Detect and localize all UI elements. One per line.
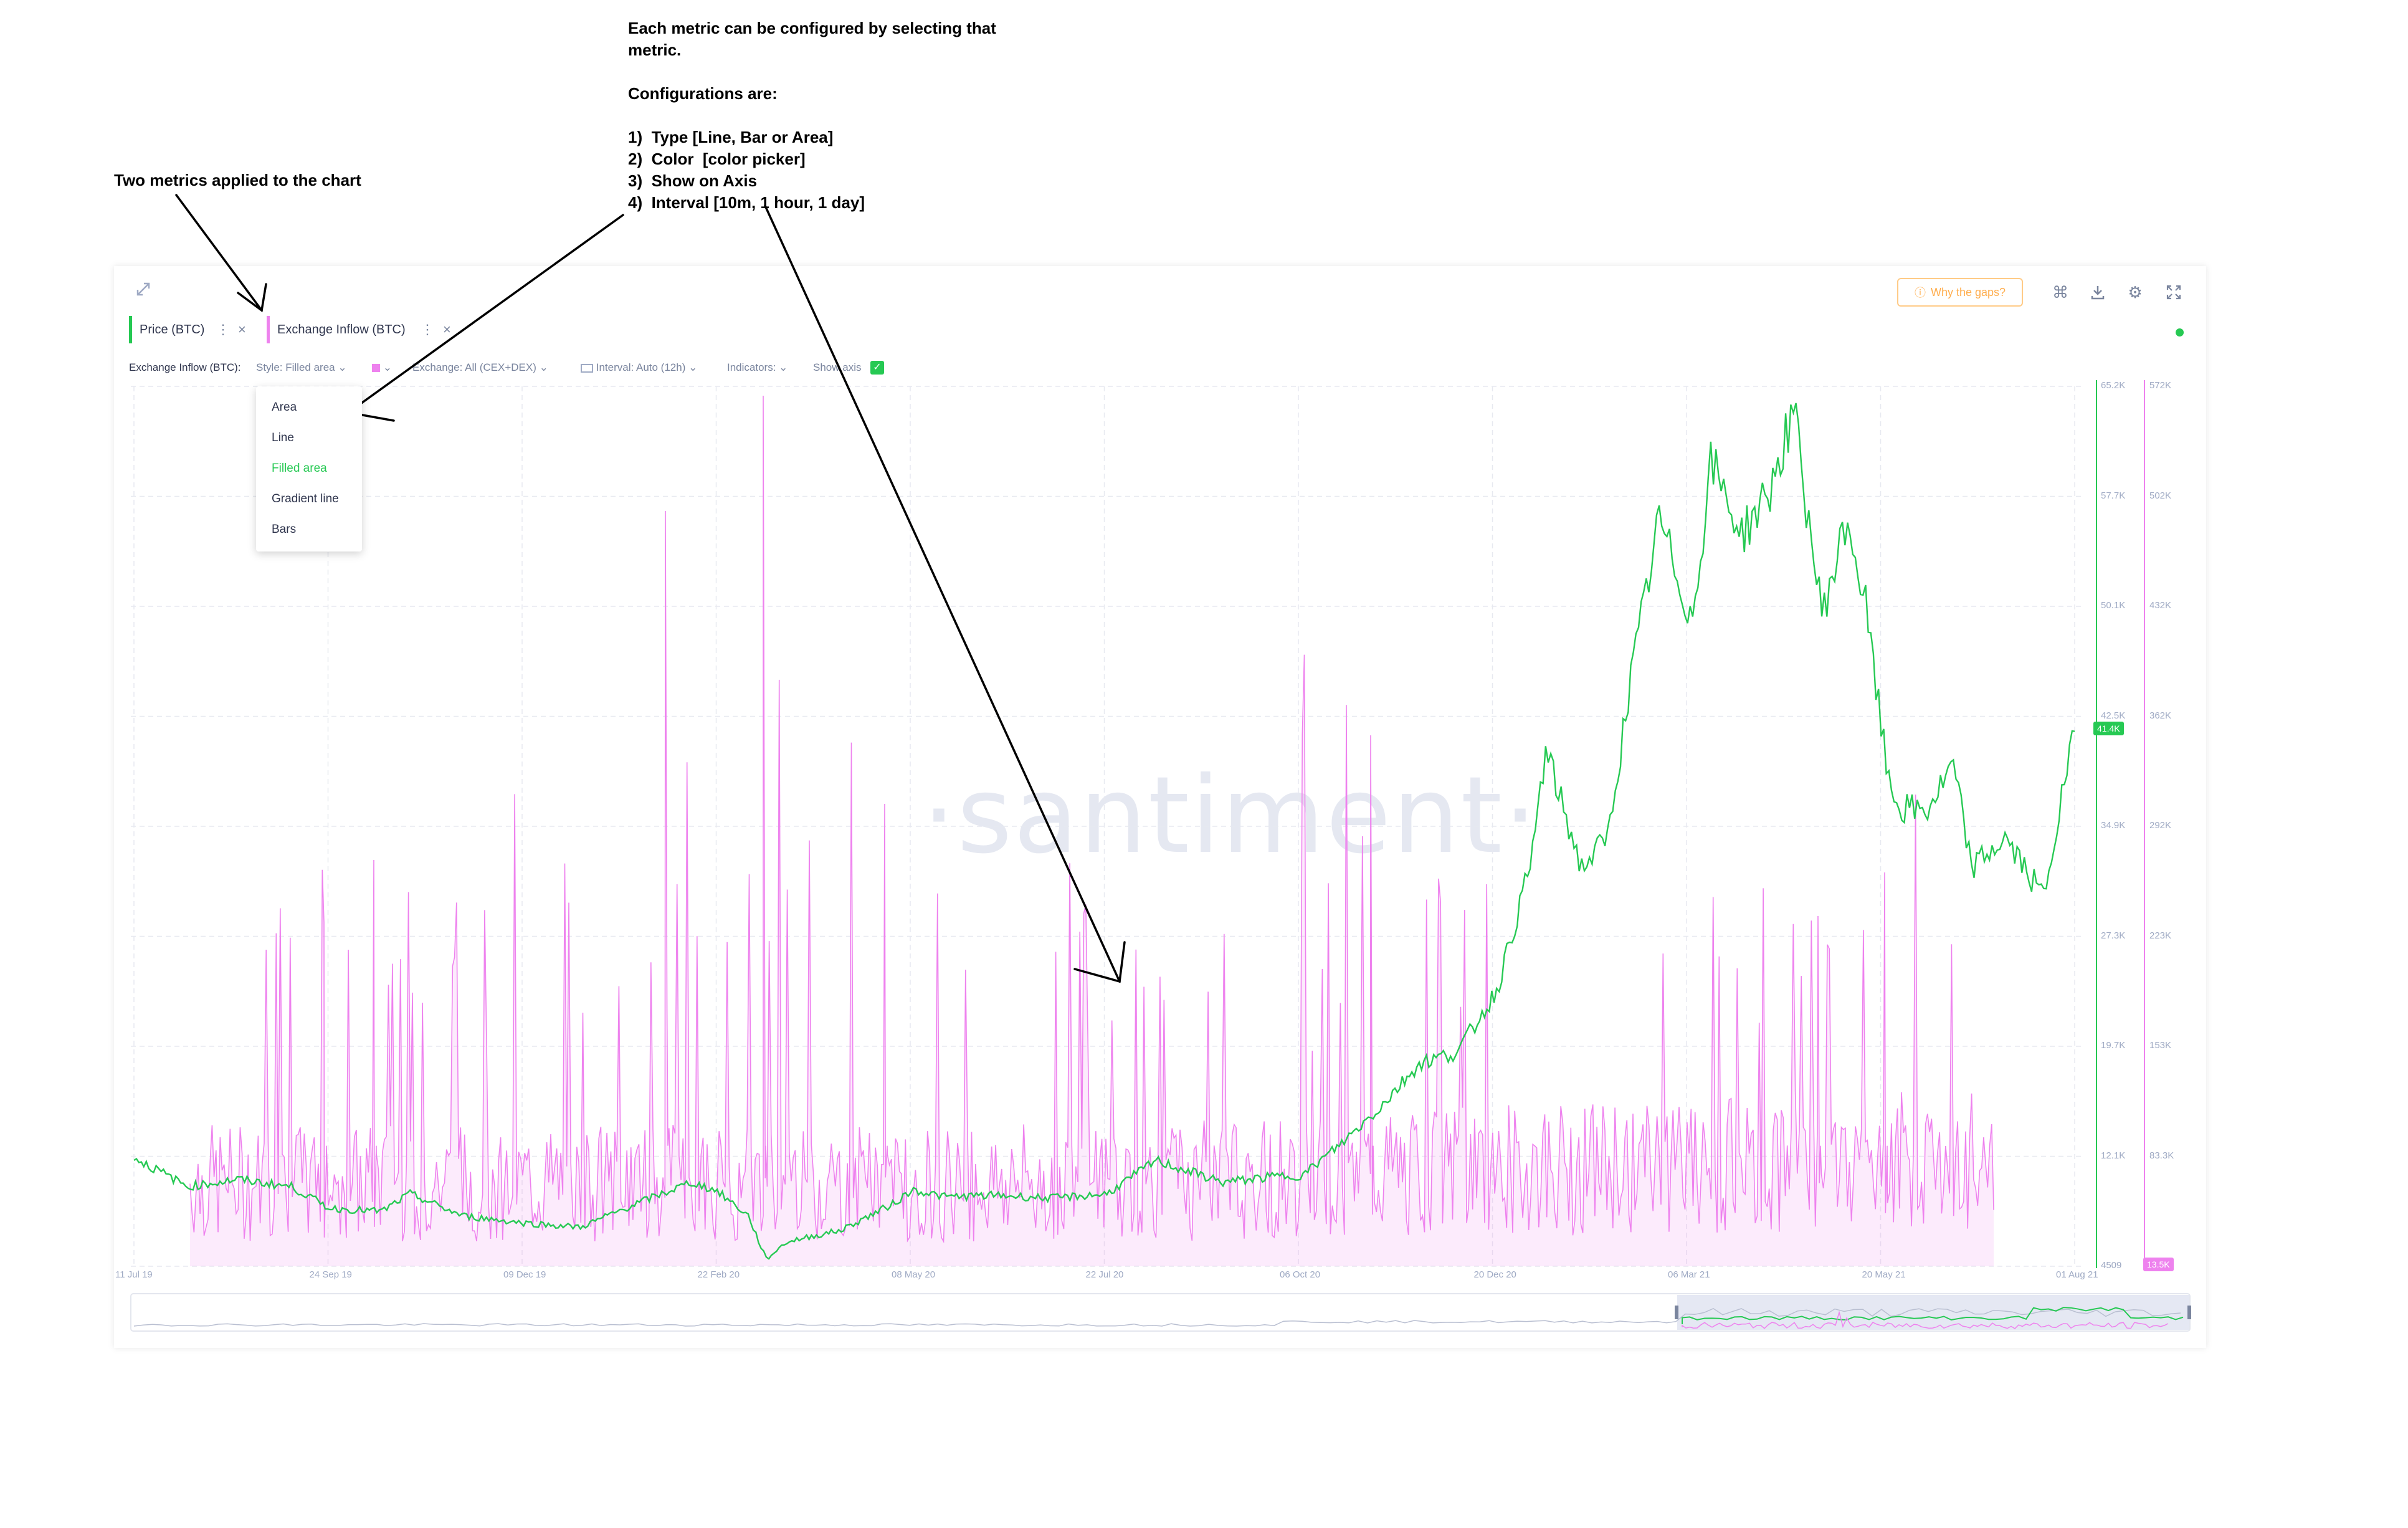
navigator-line [133,1307,2181,1327]
navigator-handle-left [1675,1306,1678,1319]
navigator-handle-right [2187,1306,2191,1319]
navigator-inflow-line [1682,1311,2169,1329]
y-tick-label-price: 50.1K [2101,600,2126,611]
arrow-to-tabs [175,194,263,312]
exchange-inflow-series [189,395,1994,1266]
style-option-bars[interactable]: Bars [272,523,297,536]
arrowhead-chart [1073,941,1126,983]
y-tick-label-inflow: 432K [2149,600,2172,611]
y-tick-label-price: 42.5K [2101,710,2126,721]
chart-panel: Price (BTC) ⋮ × Exchange Inflow (BTC) ⋮ … [114,266,2206,1348]
tab-exchange-inflow-btc[interactable]: Exchange Inflow (BTC) ⋮ × [267,316,454,343]
y-tick-label-inflow: 362K [2149,710,2172,721]
color-picker[interactable]: ⌄ [372,358,392,377]
checkbox-checked-icon[interactable]: ✓ [870,361,884,375]
x-tick-label: 09 Dec 19 [503,1269,546,1280]
y-tick-label-price: 34.9K [2101,820,2126,831]
tab-label: Exchange Inflow (BTC) [277,322,406,337]
arrow-to-chart [764,204,1121,983]
y-tick-label-inflow: 502K [2149,490,2172,501]
tab-label: Price (BTC) [140,322,205,337]
annotation-two-metrics: Two metrics applied to the chart [114,171,361,189]
calendar-icon [581,363,593,373]
current-price-badge: 41.4K [2093,722,2124,735]
navigator-price-line [1682,1307,2184,1324]
x-tick-label: 06 Mar 21 [1668,1269,1710,1280]
annotation-configurations: Each metric can be configured by selecti… [628,19,996,212]
style-option-line[interactable]: Line [272,431,294,444]
y-tick-label-price: 12.1K [2101,1150,2126,1161]
x-tick-label: 22 Jul 20 [1085,1269,1124,1280]
inflow-series-line [189,395,1994,1244]
price-series-line [133,403,2075,1260]
arrow-to-style [345,214,624,416]
x-tick-label: 01 Aug 21 [2056,1269,2098,1280]
x-tick-label: 08 May 20 [892,1269,936,1280]
navigator-selection [1677,1295,2189,1330]
color-swatch-icon [372,364,380,373]
status-dot-icon [2176,328,2184,337]
exchange-select[interactable]: Exchange: All (CEX+DEX) ⌄ [412,361,548,373]
show-axis-toggle[interactable]: Show axis [813,361,862,373]
close-icon[interactable]: × [238,322,246,337]
y-tick-label-inflow: 572K [2149,380,2172,391]
current-inflow-badge: 13.5K [2143,1258,2174,1271]
x-tick-label: 11 Jul 19 [115,1269,153,1280]
metric-settings-title: Exchange Inflow (BTC): [129,361,241,373]
chart-axes [2096,380,2145,1268]
tab-price-btc[interactable]: Price (BTC) ⋮ × [129,316,260,343]
chart-grid [131,386,2081,1267]
settings-icon[interactable]: ⚙ [2128,282,2143,302]
more-options-icon[interactable]: ⋮ [421,322,434,337]
x-tick-label: 24 Sep 19 [309,1269,352,1280]
y-tick-label-price: 65.2K [2101,380,2126,391]
expand-icon[interactable] [133,279,154,300]
price-series [133,403,2075,1260]
command-icon[interactable]: ⌘ [2052,282,2068,302]
x-tick-label: 20 May 21 [1862,1269,1906,1280]
inflow-area-fill [190,396,1994,1266]
style-option-gradient-line[interactable]: Gradient line [272,492,339,505]
style-option-filled-area[interactable]: Filled area [272,462,327,475]
more-options-icon[interactable]: ⋮ [216,322,230,337]
fullscreen-icon[interactable] [2163,282,2184,303]
x-tick-label: 22 Feb 20 [697,1269,740,1280]
y-tick-label-inflow: 292K [2149,820,2172,831]
y-tick-label-inflow: 153K [2149,1040,2172,1051]
download-icon[interactable] [2087,282,2108,303]
y-tick-label-price: 4509 [2101,1260,2122,1271]
style-select[interactable]: Style: Filled area ⌄ [256,361,347,373]
style-dropdown-menu: Area Line Filled area Gradient line Bars [256,386,362,552]
y-tick-label-price: 57.7K [2101,490,2126,501]
annotation-arrows [175,194,1126,983]
x-tick-label: 06 Oct 20 [1280,1269,1321,1280]
help-circle-icon: ⓘ [1914,287,1926,299]
close-icon[interactable]: × [443,322,451,337]
x-tick-label: 20 Dec 20 [1473,1269,1516,1280]
chart-navigator [130,1293,2191,1332]
why-gaps-button[interactable]: ⓘ Why the gaps? [1897,278,2023,307]
y-tick-label-price: 19.7K [2101,1040,2126,1051]
interval-select[interactable]: Interval: Auto (12h) ⌄ [581,358,697,377]
y-tick-label-inflow: 83.3K [2149,1150,2174,1161]
indicators-select[interactable]: Indicators: ⌄ [727,361,788,373]
y-tick-label-price: 27.3K [2101,930,2126,941]
style-option-area[interactable]: Area [272,401,297,414]
arrowhead-tabs [237,283,267,313]
y-tick-label-inflow: 223K [2149,930,2172,941]
